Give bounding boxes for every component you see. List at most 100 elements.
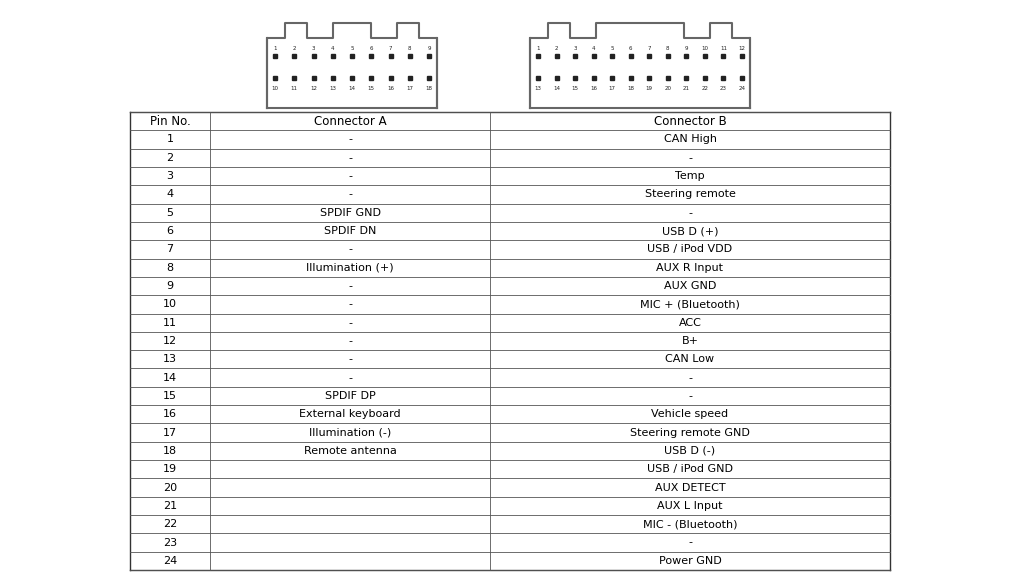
Text: AUX L Input: AUX L Input	[657, 501, 723, 511]
Text: 5: 5	[350, 46, 353, 51]
Text: USB D (-): USB D (-)	[665, 446, 716, 456]
Text: Steering remote GND: Steering remote GND	[630, 427, 750, 438]
Text: 2: 2	[555, 46, 558, 51]
Text: -: -	[348, 134, 352, 145]
Text: USB / iPod GND: USB / iPod GND	[647, 464, 733, 474]
Text: 21: 21	[163, 501, 177, 511]
Text: Illumination (+): Illumination (+)	[306, 263, 394, 272]
Text: 6: 6	[370, 46, 373, 51]
Text: Power GND: Power GND	[658, 556, 721, 566]
Text: AUX R Input: AUX R Input	[656, 263, 724, 272]
Text: 10: 10	[163, 300, 177, 309]
Text: External keyboard: External keyboard	[299, 410, 400, 419]
Text: -: -	[348, 153, 352, 163]
Text: 18: 18	[426, 85, 432, 90]
Text: 13: 13	[330, 85, 336, 90]
Text: 12: 12	[163, 336, 177, 346]
Text: 14: 14	[163, 373, 177, 382]
Text: 5: 5	[610, 46, 614, 51]
Text: 1: 1	[537, 46, 540, 51]
Text: 8: 8	[167, 263, 173, 272]
Text: 22: 22	[701, 85, 709, 90]
Text: 19: 19	[163, 464, 177, 474]
Text: Temp: Temp	[675, 171, 705, 181]
Text: -: -	[348, 354, 352, 365]
Text: -: -	[348, 281, 352, 291]
Text: -: -	[688, 153, 692, 163]
Text: -: -	[348, 190, 352, 199]
Text: 17: 17	[407, 85, 414, 90]
Text: 15: 15	[163, 391, 177, 401]
Text: Connector A: Connector A	[313, 115, 386, 128]
Text: -: -	[348, 318, 352, 328]
Text: -: -	[688, 373, 692, 382]
Text: -: -	[688, 208, 692, 218]
Text: 4: 4	[331, 46, 335, 51]
Text: -: -	[348, 171, 352, 181]
Text: 2: 2	[293, 46, 296, 51]
Text: 6: 6	[167, 226, 173, 236]
Text: 13: 13	[163, 354, 177, 365]
Text: CAN High: CAN High	[664, 134, 717, 145]
Text: 23: 23	[163, 537, 177, 548]
Text: 24: 24	[163, 556, 177, 566]
Text: -: -	[348, 373, 352, 382]
Text: SPDIF GND: SPDIF GND	[319, 208, 381, 218]
Text: ACC: ACC	[679, 318, 701, 328]
Text: CAN Low: CAN Low	[666, 354, 715, 365]
Text: 21: 21	[683, 85, 690, 90]
Text: AUX GND: AUX GND	[664, 281, 716, 291]
Text: 4: 4	[167, 190, 173, 199]
Text: USB D (+): USB D (+)	[662, 226, 718, 236]
Text: 12: 12	[738, 46, 745, 51]
Text: 16: 16	[163, 410, 177, 419]
Text: 9: 9	[167, 281, 173, 291]
Text: USB / iPod VDD: USB / iPod VDD	[647, 244, 732, 255]
Text: -: -	[688, 537, 692, 548]
Text: 11: 11	[291, 85, 298, 90]
Text: 8: 8	[408, 46, 412, 51]
Text: 22: 22	[163, 519, 177, 529]
Text: 10: 10	[271, 85, 279, 90]
Text: MIC - (Bluetooth): MIC - (Bluetooth)	[643, 519, 737, 529]
Text: 8: 8	[666, 46, 670, 51]
Text: SPDIF DP: SPDIF DP	[325, 391, 376, 401]
Text: 12: 12	[310, 85, 317, 90]
Text: 7: 7	[647, 46, 651, 51]
Text: 6: 6	[629, 46, 633, 51]
Text: SPDIF DN: SPDIF DN	[324, 226, 376, 236]
Text: 20: 20	[163, 483, 177, 492]
Text: B+: B+	[682, 336, 698, 346]
Text: 18: 18	[628, 85, 634, 90]
Text: 18: 18	[163, 446, 177, 456]
Text: 5: 5	[167, 208, 173, 218]
Text: 4: 4	[592, 46, 595, 51]
Text: Vehicle speed: Vehicle speed	[651, 410, 728, 419]
Text: 3: 3	[311, 46, 315, 51]
Text: 17: 17	[163, 427, 177, 438]
Text: 10: 10	[701, 46, 709, 51]
Text: 2: 2	[167, 153, 173, 163]
Text: 24: 24	[738, 85, 745, 90]
Text: -: -	[348, 300, 352, 309]
Text: 17: 17	[608, 85, 615, 90]
Text: 16: 16	[590, 85, 597, 90]
Text: -: -	[348, 244, 352, 255]
Text: 16: 16	[387, 85, 394, 90]
Text: 3: 3	[573, 46, 577, 51]
Text: 15: 15	[368, 85, 375, 90]
Text: AUX DETECT: AUX DETECT	[654, 483, 725, 492]
Text: Pin No.: Pin No.	[150, 115, 190, 128]
Text: 14: 14	[348, 85, 355, 90]
Text: Remote antenna: Remote antenna	[303, 446, 396, 456]
Text: 9: 9	[427, 46, 431, 51]
Text: Connector B: Connector B	[653, 115, 726, 128]
Text: 3: 3	[167, 171, 173, 181]
Text: Steering remote: Steering remote	[644, 190, 735, 199]
Text: 1: 1	[167, 134, 173, 145]
Text: 11: 11	[163, 318, 177, 328]
Text: Illumination (-): Illumination (-)	[309, 427, 391, 438]
Text: MIC + (Bluetooth): MIC + (Bluetooth)	[640, 300, 740, 309]
Text: 19: 19	[646, 85, 652, 90]
Text: 1: 1	[273, 46, 276, 51]
